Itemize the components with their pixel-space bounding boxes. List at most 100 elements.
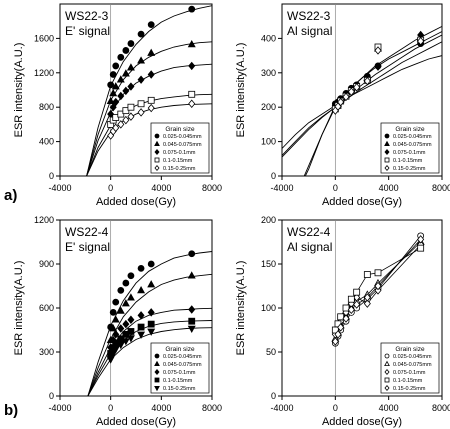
data-point [188, 90, 196, 98]
data-point [187, 271, 196, 279]
data-point [331, 337, 339, 346]
legend-marker [154, 360, 160, 367]
data-point [127, 272, 135, 280]
y-tick-label: 300 [39, 347, 54, 357]
y-axis-label: ESR intensity(A.U.) [13, 43, 25, 138]
data-point [147, 328, 156, 336]
row-label-a: a) [4, 187, 17, 204]
data-point [374, 269, 382, 277]
panel-signal-label: Al signal [287, 24, 332, 38]
data-point [112, 97, 120, 107]
data-point [121, 69, 130, 77]
y-axis-label: ESR intensity(A.U.) [13, 261, 25, 356]
data-point [374, 46, 382, 55]
data-point [347, 295, 355, 303]
legend-marker [154, 164, 160, 172]
legend-title: Grain size [165, 346, 195, 353]
legend-entry: 0.1-0.15mm [393, 378, 423, 384]
data-point [137, 108, 145, 117]
panel-sample-label: WS22-3 [287, 9, 331, 23]
data-point [112, 330, 120, 339]
legend-title: Grain size [395, 126, 425, 133]
legend-entry: 0.1-0.15mm [163, 378, 193, 384]
legend-marker [384, 157, 390, 163]
legend-entry: 0.045-0.075mm [163, 362, 202, 368]
legend-box [150, 122, 210, 174]
fit-curve-4 [282, 34, 442, 158]
panel-signal-label: Al signal [287, 240, 332, 254]
data-point [417, 235, 425, 244]
legend-marker [154, 368, 160, 376]
y-tick-label: 300 [261, 68, 276, 78]
y-tick-label: 0 [271, 171, 276, 181]
legend-marker [154, 157, 160, 163]
legend-entry: 0.025-0.045mm [393, 134, 432, 140]
data-point [188, 305, 196, 314]
data-point [109, 324, 118, 332]
data-point [111, 82, 120, 90]
data-point [122, 279, 130, 287]
data-point [137, 75, 145, 84]
legend-marker [154, 148, 160, 156]
chart-panel-3: -4000 0 4000 8000 0 300 600 900 1200 Added dose(G… [13, 215, 222, 428]
data-point [126, 293, 135, 301]
legend-entry: 0.15-0.25mm [163, 386, 196, 392]
data-point [188, 317, 196, 325]
data-point [353, 300, 361, 309]
data-point [117, 91, 125, 101]
data-point [363, 271, 371, 278]
data-point [337, 313, 345, 321]
data-point [363, 299, 371, 308]
data-point [112, 114, 120, 121]
y-axis-label: ESR intensity(A.U.) [235, 43, 247, 138]
data-point [147, 96, 155, 104]
data-point [137, 56, 146, 64]
data-point [116, 341, 125, 350]
y-tick-label: 400 [261, 33, 276, 43]
data-point [147, 320, 155, 328]
data-point [347, 305, 355, 314]
legend-marker [154, 377, 160, 383]
data-point [187, 325, 196, 333]
plot-area [331, 232, 425, 347]
legend-entry: 0.075-0.1mm [393, 150, 426, 156]
data-point [107, 81, 115, 89]
x-tick-label: 4000 [379, 403, 399, 413]
data-point [127, 328, 135, 335]
x-axis-label: Added dose(Gy) [96, 416, 176, 428]
legend-box [380, 122, 440, 174]
legend-entry: 0.15-0.25mm [393, 386, 426, 392]
data-point [112, 123, 120, 133]
data-point [342, 314, 350, 323]
data-point [126, 63, 135, 71]
y-tick-label: 0 [49, 391, 54, 401]
x-axis-label: Added dose(Gy) [96, 196, 176, 208]
data-point [147, 280, 156, 288]
data-point [137, 311, 145, 320]
data-point [188, 99, 196, 108]
data-point [363, 293, 371, 302]
y-tick-label: 900 [39, 259, 54, 269]
legend-marker [154, 140, 160, 147]
y-tick-label: 800 [39, 102, 54, 112]
y-tick-label: 1600 [34, 33, 54, 43]
legend-title: Grain size [395, 346, 425, 353]
legend-marker [384, 148, 390, 156]
legend-marker [384, 164, 390, 172]
data-point [353, 83, 361, 92]
legend-marker [384, 140, 390, 147]
x-tick-label: 0 [333, 183, 338, 193]
data-point [117, 53, 125, 61]
legend-marker [384, 353, 390, 359]
fit-curve-5 [282, 41, 442, 156]
data-point [122, 47, 130, 54]
legend-marker [384, 384, 390, 392]
legend-entry: 0.15-0.25mm [163, 166, 196, 172]
panel-signal-label: E' signal [65, 24, 110, 38]
y-tick-label: 0 [271, 391, 276, 401]
data-point [137, 30, 145, 38]
